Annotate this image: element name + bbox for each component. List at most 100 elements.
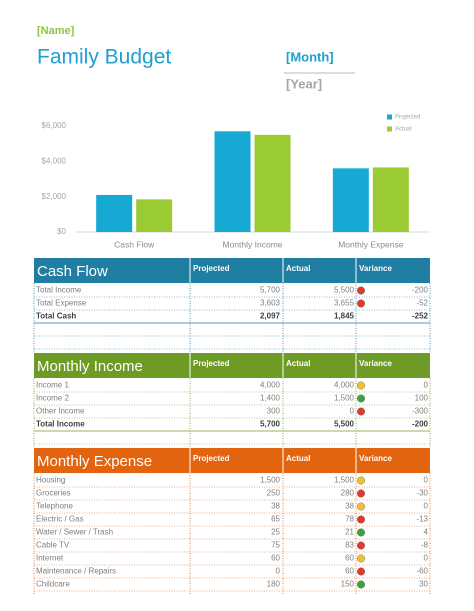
y-tick-label: $0 [57,227,66,236]
row-label: Total Income [36,420,85,429]
bar [332,168,369,232]
row-label: Total Cash [36,312,76,321]
actual: 38 [345,502,354,511]
variance: -30 [416,489,428,498]
status-indicator [357,381,366,390]
actual: 21 [345,528,354,537]
year: [Year] [286,76,322,91]
actual: 0 [350,407,355,416]
bar [96,194,133,232]
section-title: Monthly Income [37,358,143,375]
actual: 1,500 [334,394,355,403]
column-header: Variance [359,264,392,273]
variance: -8 [421,541,429,550]
variance: -200 [412,286,429,295]
variance: 0 [424,476,429,485]
row-label: Income 2 [36,394,69,403]
actual: 1,845 [334,312,355,321]
legend-swatch [387,126,392,132]
actual: 60 [345,554,354,563]
variance: -13 [416,515,428,524]
status-indicator [357,394,366,403]
column-header: Variance [359,454,392,463]
projected: 1,400 [260,394,281,403]
projected: 5,700 [260,286,281,295]
row-label: Housing [36,476,65,485]
column-header: Actual [286,359,310,368]
column-header: Actual [286,264,310,273]
bar [372,167,409,232]
status-indicator [357,489,366,498]
variance: -200 [412,420,429,429]
actual: 150 [341,580,355,589]
status-indicator [357,502,366,511]
variance: 0 [424,381,429,390]
status-indicator [357,567,366,576]
row-label: Maintenance / Repairs [36,567,116,576]
row-label: Total Expense [36,299,87,308]
section-title: Cash Flow [37,263,108,280]
actual: 83 [345,541,354,550]
actual: 60 [345,567,354,576]
row-label: Water / Sewer / Trash [36,528,113,537]
projected: 25 [271,528,280,537]
row-label: Total Income [36,286,82,295]
x-tick-label: Cash Flow [114,239,155,249]
variance: -252 [412,312,429,321]
projected: 0 [276,567,281,576]
projected: 180 [267,580,281,589]
status-indicator [357,554,366,563]
variance: -60 [416,567,428,576]
section-title: Monthly Expense [37,453,152,470]
column-header: Projected [193,454,230,463]
actual: 78 [345,515,354,524]
status-indicator [357,528,366,537]
column-header: Variance [359,359,392,368]
section-header [34,448,430,473]
section-header [34,258,430,283]
row-label: Childcare [36,580,70,589]
row-label: Electric / Gas [36,515,84,524]
projected: 250 [267,489,281,498]
status-indicator [357,299,366,308]
column-header: Projected [193,359,230,368]
projected: 38 [271,502,280,511]
row-label: Cable TV [36,541,70,550]
variance: -300 [412,407,429,416]
bar [214,131,251,232]
bar [254,134,291,232]
actual: 3,655 [334,299,355,308]
column-header: Actual [286,454,310,463]
variance: 4 [424,528,429,537]
row-label: Income 1 [36,381,69,390]
actual: 1,500 [334,476,355,485]
projected: 1,500 [260,476,281,485]
row-label: Telephone [36,502,73,511]
legend-label: Projected [395,115,420,121]
x-tick-label: Monthly Expense [338,239,403,249]
legend-label: Actual [395,127,412,133]
projected: 4,000 [260,381,281,390]
name: [Name] [37,25,75,37]
y-tick-label: $6,000 [42,121,67,130]
variance: -52 [416,299,428,308]
x-tick-label: Monthly Income [223,239,283,249]
bar [136,199,173,232]
y-tick-label: $4,000 [42,156,67,165]
projected: 3,603 [260,299,281,308]
status-indicator [357,580,366,589]
title: Family Budget [37,46,171,69]
column-header: Projected [193,264,230,273]
status-indicator [357,541,366,550]
row-label: Internet [36,554,64,563]
projected: 5,700 [260,420,281,429]
y-tick-label: $2,000 [42,192,67,201]
actual: 280 [341,489,355,498]
variance: 0 [424,502,429,511]
projected: 65 [271,515,280,524]
actual: 5,500 [334,286,355,295]
actual: 5,500 [334,420,355,429]
row-label: Other Income [36,407,85,416]
